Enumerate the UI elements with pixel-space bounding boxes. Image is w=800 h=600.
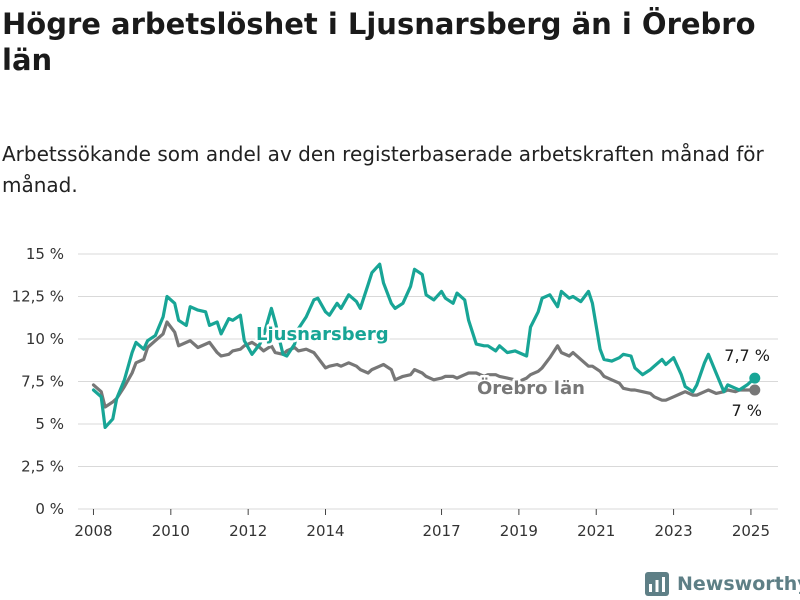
brand-name: Newsworthy bbox=[677, 573, 800, 595]
newsworthy-logo-icon bbox=[645, 572, 669, 596]
y-tick-label: 10 % bbox=[26, 330, 64, 348]
y-tick-label: 2,5 % bbox=[21, 458, 64, 476]
end-point-ljusnarsberg bbox=[749, 372, 761, 384]
end-value-label: 7,7 % bbox=[724, 346, 770, 365]
chart-subtitle: Arbetssökande som andel av den registerb… bbox=[2, 142, 764, 197]
x-tick-label: 2010 bbox=[152, 522, 190, 540]
x-tick-label: 2021 bbox=[577, 522, 615, 540]
gridlines bbox=[78, 253, 778, 510]
series-lines bbox=[91, 262, 761, 429]
x-tick-label: 2017 bbox=[422, 522, 460, 540]
y-axis-ticks: 0 % 2,5 % 5 % 7,5 % 10 % 12,5 % 15 % bbox=[12, 245, 64, 518]
end-value-label: 7 % bbox=[732, 401, 762, 420]
series-labels: Ljusnarsberg Örebro län 7,7 % 7 % bbox=[254, 322, 771, 421]
series-label: Ljusnarsberg bbox=[256, 324, 389, 345]
y-tick-label: 5 % bbox=[35, 415, 64, 433]
x-tick-label: 2008 bbox=[74, 522, 112, 540]
x-tick-label: 2014 bbox=[306, 522, 344, 540]
x-tick-label: 2012 bbox=[229, 522, 267, 540]
series-line-ljusnarsberg bbox=[91, 262, 757, 429]
end-point-orebro bbox=[749, 384, 761, 396]
series-line-orebro bbox=[91, 320, 757, 409]
chart-title: Högre arbetslöshet i Ljusnarsberg än i Ö… bbox=[2, 7, 756, 77]
brand-logo: Newsworthy bbox=[645, 569, 800, 599]
x-tick-label: 2019 bbox=[500, 522, 538, 540]
y-tick-label: 0 % bbox=[35, 500, 64, 518]
x-tick-label: 2025 bbox=[732, 522, 770, 540]
x-tick-label: 2023 bbox=[654, 522, 692, 540]
series-label: Örebro län bbox=[477, 377, 585, 399]
x-axis-ticks: 2008 2010 2012 2014 2017 2019 2021 2023 2025 bbox=[74, 509, 770, 540]
y-tick-label: 15 % bbox=[26, 245, 64, 263]
y-tick-label: 12,5 % bbox=[12, 288, 64, 306]
y-tick-label: 7,5 % bbox=[21, 373, 64, 391]
